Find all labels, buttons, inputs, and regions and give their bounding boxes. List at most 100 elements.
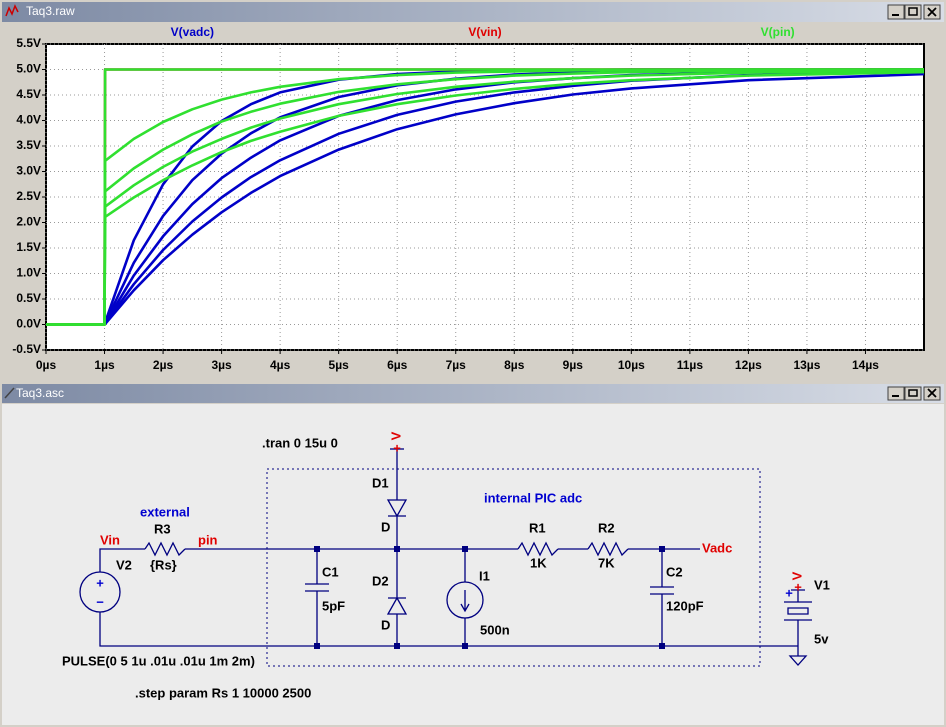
component-value: 5v	[814, 631, 829, 646]
x-tick-label: 11µs	[677, 358, 704, 372]
y-tick-label: 5.0V	[16, 62, 41, 76]
resistor	[517, 541, 559, 557]
close-icon	[927, 7, 937, 17]
trace	[46, 72, 925, 326]
subcircuit-box	[266, 468, 761, 667]
capacitor	[305, 549, 329, 646]
window-buttons	[887, 4, 941, 20]
maximize-button[interactable]	[904, 386, 922, 401]
maximize-button[interactable]	[904, 4, 922, 20]
diode	[386, 449, 408, 549]
comment: internal PIC adc	[484, 490, 582, 505]
close-icon	[927, 388, 937, 398]
trace	[46, 70, 925, 326]
app-icon	[4, 387, 15, 399]
junction	[659, 546, 665, 552]
component-value: 120pF	[666, 598, 704, 613]
component-name: I1	[479, 568, 490, 583]
y-tick-label: 1.0V	[16, 266, 41, 280]
schematic-canvas[interactable]	[2, 404, 944, 725]
junction	[394, 643, 400, 649]
component-name: V1	[814, 577, 830, 592]
x-tick-label: 3µs	[211, 358, 232, 372]
resistor	[144, 541, 186, 557]
maximize-icon	[908, 389, 918, 397]
component-name: R1	[529, 520, 546, 535]
x-tick-label: 4µs	[270, 358, 291, 372]
component-value: 7K	[598, 555, 615, 570]
x-tick-label: 5µs	[329, 358, 350, 372]
junction	[462, 643, 468, 649]
net-label: Vin	[100, 532, 120, 547]
legend-label: V(pin)	[761, 25, 795, 39]
component-value: 5pF	[322, 598, 345, 613]
maximize-icon	[908, 7, 918, 16]
trace	[46, 69, 925, 326]
minimize-button[interactable]	[887, 4, 905, 20]
net-label: pin	[198, 532, 218, 547]
y-tick-label: 3.5V	[16, 138, 41, 152]
x-tick-label: 7µs	[446, 358, 467, 372]
component-name: D2	[372, 573, 389, 588]
x-tick-label: 14µs	[852, 358, 879, 372]
title-bar[interactable]	[2, 384, 944, 403]
x-tick-label: 10µs	[618, 358, 645, 372]
component-value: D	[381, 519, 390, 534]
y-tick-label: 1.5V	[16, 240, 41, 254]
component-name: C2	[666, 564, 683, 579]
comment: external	[140, 504, 190, 519]
wire	[99, 612, 798, 647]
polarity: +	[794, 579, 802, 594]
polarity: +	[785, 585, 793, 600]
y-tick-label: 0.5V	[16, 291, 41, 305]
y-tick-label: 2.0V	[16, 215, 41, 229]
component-name: R3	[154, 521, 171, 536]
junction-dots	[314, 546, 665, 649]
junction	[314, 643, 320, 649]
polarity: −	[96, 594, 104, 609]
schematic: .tran 0 15u 0 V D1 D D2 D internal PIC a…	[62, 431, 830, 700]
y-tick-label: 0.0V	[16, 317, 41, 331]
spice-directive: .step param Rs 1 10000 2500	[135, 685, 311, 700]
diode	[386, 549, 408, 646]
legend-label: V(vin)	[468, 25, 501, 39]
component-name: V2	[116, 557, 132, 572]
current-source-body	[446, 581, 484, 619]
current-source	[460, 549, 470, 646]
polarity: +	[393, 440, 401, 455]
y-tick-label: 3.0V	[16, 164, 41, 178]
x-tick-label: 6µs	[387, 358, 408, 372]
x-tick-label: 12µs	[735, 358, 762, 372]
trace	[46, 68, 925, 326]
battery	[784, 589, 812, 666]
title-bar[interactable]	[2, 2, 944, 22]
junction	[462, 546, 468, 552]
junction	[394, 546, 400, 552]
window-title: Taq3.raw	[26, 4, 75, 18]
plot-area	[45, 43, 925, 351]
y-tick-label: 5.5V	[16, 36, 41, 50]
chart: -0.5V 0.0V 0.5V 1.0V 1.5V 2.0V 2.5V 3.0V 3.5V 4.0…	[12, 25, 925, 372]
capacitor	[650, 549, 674, 646]
y-tick-label: 2.5V	[16, 189, 41, 203]
polarity: +	[96, 575, 104, 590]
component-value: {Rs}	[150, 557, 177, 572]
resistor	[587, 541, 629, 557]
trace	[46, 68, 924, 326]
y-tick-label: 4.5V	[16, 87, 41, 101]
junction	[659, 643, 665, 649]
net-label: V	[388, 431, 403, 440]
component-value: 500n	[480, 622, 510, 637]
component-value: 1K	[530, 555, 547, 570]
x-tick-label: 8µs	[504, 358, 525, 372]
trace	[46, 70, 925, 326]
minimize-button[interactable]	[887, 386, 905, 401]
x-tick-label: 2µs	[153, 358, 174, 372]
component-name: R2	[598, 520, 615, 535]
x-tick-label: 13µs	[793, 358, 820, 372]
component-name: C1	[322, 564, 339, 579]
window-title: Taq3.asc	[16, 386, 64, 400]
component-value: D	[381, 617, 390, 632]
y-tick-label: -0.5V	[12, 342, 41, 356]
